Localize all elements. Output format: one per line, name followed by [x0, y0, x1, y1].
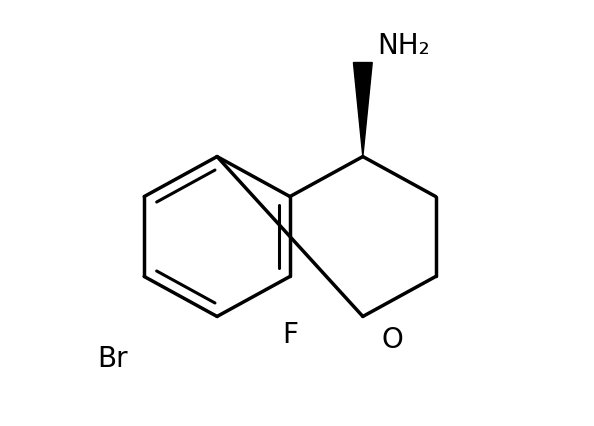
Text: NH₂: NH₂ — [377, 32, 429, 60]
Text: O: O — [381, 326, 403, 354]
Text: Br: Br — [97, 345, 128, 373]
Text: F: F — [282, 321, 298, 349]
Polygon shape — [353, 63, 372, 157]
